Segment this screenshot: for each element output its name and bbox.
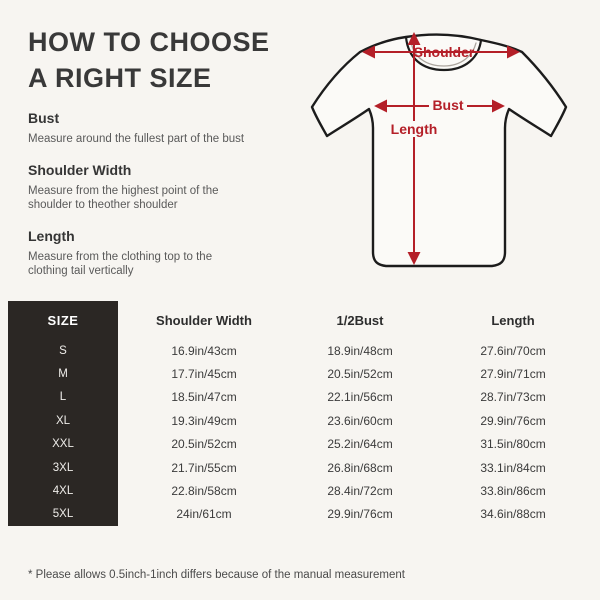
- shoulder-arrow-label: Shoulder: [414, 44, 475, 60]
- measurement-instructions: Bust Measure around the fullest part of …: [28, 110, 278, 294]
- shoulder-width-cell: 22.8in/58cm: [171, 484, 237, 499]
- length-cell: 33.8in/86cm: [480, 484, 546, 499]
- length-cell: 29.9in/76cm: [480, 413, 546, 428]
- table-row-m: M 17.7in/45cm 20.5in/52cm 27.9in/71cm: [8, 362, 596, 386]
- table-row-5xl: 5XL 24in/61cm 29.9in/76cm 34.6in/88cm: [8, 502, 596, 527]
- shoulder-width-cell: 16.9in/43cm: [171, 343, 237, 358]
- length-cell: 34.6in/88cm: [480, 507, 546, 522]
- length-cell: 31.5in/80cm: [480, 437, 546, 452]
- instruction-shoulder-width-heading: Shoulder Width: [28, 161, 132, 178]
- size-cell: L: [8, 385, 118, 410]
- table-row-l: L 18.5in/47cm 22.1in/56cm 28.7in/73cm: [8, 385, 596, 410]
- instruction-shoulder-width-text: Measure from the highest point of the sh…: [28, 184, 219, 212]
- page-title-line2: A RIGHT SIZE: [28, 63, 212, 93]
- table-row-3xl: 3XL 21.7in/55cm 26.8in/68cm 33.1in/84cm: [8, 455, 596, 480]
- shoulder-width-cell: 19.3in/49cm: [171, 413, 237, 428]
- shoulder-width-cell: 24in/61cm: [176, 507, 232, 522]
- instruction-bust: Bust Measure around the fullest part of …: [28, 110, 278, 147]
- shoulder-width-cell: 20.5in/52cm: [171, 437, 237, 452]
- half-bust-cell: 20.5in/52cm: [327, 367, 393, 382]
- half-bust-cell: 22.1in/56cm: [327, 390, 393, 405]
- size-cell: 3XL: [8, 455, 118, 480]
- column-header-size: SIZE: [8, 301, 118, 339]
- instruction-length-text: Measure from the clothing top to the clo…: [28, 250, 213, 278]
- shoulder-width-cell: 17.7in/45cm: [171, 367, 237, 382]
- column-header-length: Length: [491, 312, 535, 328]
- length-cell: 27.6in/70cm: [480, 343, 546, 358]
- page-title: HOW TO CHOOSE A RIGHT SIZE: [28, 24, 270, 96]
- length-cell: 33.1in/84cm: [480, 460, 546, 475]
- length-cell: 27.9in/71cm: [480, 367, 546, 382]
- instruction-length-heading: Length: [28, 227, 75, 244]
- size-cell: 5XL: [8, 502, 118, 527]
- table-row-xxl: XXL 20.5in/52cm 25.2in/64cm 31.5in/80cm: [8, 432, 596, 456]
- half-bust-cell: 23.6in/60cm: [327, 413, 393, 428]
- size-cell: 4XL: [8, 479, 118, 503]
- table-row-4xl: 4XL 22.8in/58cm 28.4in/72cm 33.8in/86cm: [8, 479, 596, 503]
- half-bust-cell: 28.4in/72cm: [327, 484, 393, 499]
- size-cell: XXL: [8, 432, 118, 456]
- size-cell: XL: [8, 409, 118, 433]
- instruction-bust-text: Measure around the fullest part of the b…: [28, 133, 245, 145]
- instruction-shoulder-width: Shoulder Width Measure from the highest …: [28, 162, 278, 213]
- column-header-shoulder-width: Shoulder Width: [156, 312, 252, 328]
- tshirt-outline-shape: [310, 33, 568, 268]
- tshirt-measurement-diagram: Shoulder Bust Length: [300, 0, 600, 300]
- instruction-bust-heading: Bust: [28, 110, 60, 126]
- length-arrow-label: Length: [391, 121, 438, 137]
- bust-arrow-label: Bust: [432, 97, 463, 113]
- shoulder-width-cell: 21.7in/55cm: [171, 460, 237, 475]
- footnote: * Please allows 0.5inch-1inch differs be…: [28, 569, 405, 581]
- page-title-line1: HOW TO CHOOSE: [28, 27, 270, 57]
- column-header-half-bust: 1/2Bust: [336, 312, 384, 328]
- half-bust-cell: 25.2in/64cm: [327, 437, 393, 452]
- length-cell: 28.7in/73cm: [480, 390, 546, 405]
- table-row-xl: XL 19.3in/49cm 23.6in/60cm 29.9in/76cm: [8, 409, 596, 433]
- length-label-mask: [389, 121, 439, 137]
- half-bust-cell: 29.9in/76cm: [327, 507, 393, 522]
- size-cell: M: [8, 362, 118, 386]
- size-cell: S: [8, 339, 118, 363]
- half-bust-cell: 26.8in/68cm: [327, 460, 393, 475]
- shoulder-width-cell: 18.5in/47cm: [171, 390, 237, 405]
- half-bust-cell: 18.9in/48cm: [327, 343, 393, 358]
- instruction-length: Length Measure from the clothing top to …: [28, 228, 278, 279]
- bust-label-mask: [429, 96, 467, 113]
- table-row-s: S 16.9in/43cm 18.9in/48cm 27.6in/70cm: [8, 339, 596, 363]
- tshirt-diagram-svg: Shoulder Bust Length: [310, 32, 568, 268]
- size-table: SIZE Shoulder Width 1/2Bust Length S 16.…: [8, 301, 596, 527]
- table-header-row: SIZE Shoulder Width 1/2Bust Length: [8, 301, 596, 339]
